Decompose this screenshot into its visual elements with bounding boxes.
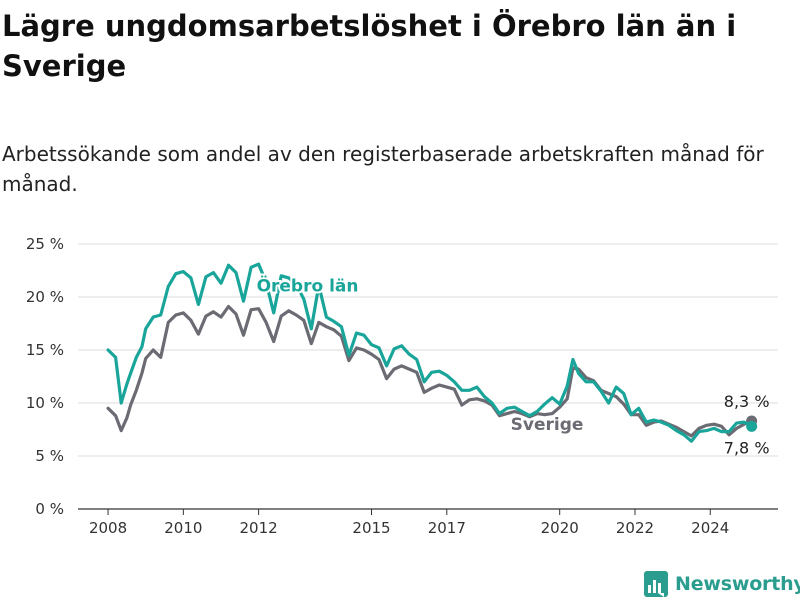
x-tick-label: 2020 (541, 519, 579, 537)
series-line-0 (106, 304, 754, 438)
series-lines (106, 262, 758, 443)
series-labels: 8,3 % 7,8 % Sverige Örebro län (255, 273, 770, 458)
y-tick-label: 25 % (26, 235, 64, 253)
chart-subtitle: Arbetssökande som andel av den registerb… (2, 142, 764, 196)
x-tick-label: 2015 (352, 519, 390, 537)
x-tick-label: 2012 (240, 519, 278, 537)
series-end-value-label: 7,8 % (724, 438, 770, 457)
x-tick-label: 2017 (428, 519, 466, 537)
series-label-sverige: Sverige (511, 415, 584, 435)
y-tick-label: 20 % (26, 288, 64, 306)
x-tick-label: 2022 (616, 519, 654, 537)
series-line-1 (106, 262, 754, 443)
bar-chart-logo-icon (644, 571, 668, 597)
series-label-orebro-lan: Örebro län (257, 275, 359, 297)
newsworthy-logo: Newsworthy (644, 570, 800, 598)
y-tick-label: 0 % (35, 500, 64, 518)
y-tick-label: 5 % (35, 447, 64, 465)
y-tick-label: 10 % (26, 394, 64, 412)
chart-title: Lägre ungdomsarbetslöshet i Örebro län ä… (2, 9, 737, 83)
series-end-value-label: 8,3 % (724, 392, 770, 411)
series-end-point (746, 420, 758, 432)
y-tick-label: 15 % (26, 341, 64, 359)
x-tick-label: 2010 (164, 519, 202, 537)
y-axis-ticks: 0 % 5 % 10 % 15 % 20 % 25 % (26, 235, 64, 518)
x-tick-label: 2024 (691, 519, 729, 537)
brand-name: Newsworthy (675, 573, 800, 595)
x-tick-label: 2008 (89, 519, 127, 537)
x-axis-ticks: 2008 2010 2012 2015 2017 2020 2022 2024 (89, 509, 729, 537)
